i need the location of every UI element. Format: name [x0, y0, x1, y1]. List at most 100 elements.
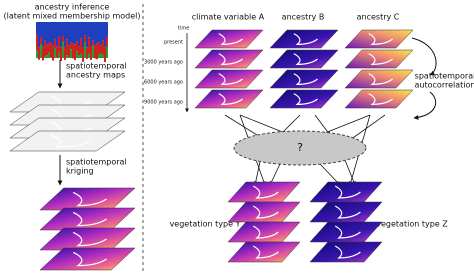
bar	[78, 55, 80, 58]
bar	[78, 22, 80, 47]
bar	[54, 39, 56, 48]
label: ancestry C	[357, 13, 400, 22]
bar	[100, 52, 102, 58]
bar	[80, 38, 82, 54]
bar	[62, 41, 64, 58]
bar	[86, 47, 88, 59]
bar	[52, 45, 54, 61]
bar	[66, 39, 68, 56]
bar	[100, 22, 102, 46]
bar	[98, 54, 100, 58]
label: ?	[297, 141, 303, 154]
bar	[42, 46, 44, 61]
bar	[88, 53, 90, 58]
bar	[46, 22, 48, 45]
bar	[68, 45, 70, 58]
land	[72, 251, 107, 267]
bar	[36, 50, 38, 58]
bar	[84, 35, 86, 43]
label: kriging	[66, 167, 94, 176]
bar	[58, 52, 60, 58]
bar	[104, 22, 106, 47]
map-layer	[39, 187, 136, 211]
land	[252, 205, 279, 219]
time-tick: 6000 years ago	[144, 80, 183, 86]
land	[50, 134, 91, 148]
bar	[60, 47, 62, 62]
bar	[92, 40, 94, 46]
land	[218, 53, 243, 66]
map-layer	[309, 241, 383, 263]
bar	[92, 45, 94, 58]
bar	[62, 35, 64, 42]
membership-plot	[36, 22, 108, 63]
bar	[80, 22, 82, 39]
land	[368, 53, 393, 66]
bar	[90, 22, 92, 47]
bar	[66, 22, 68, 40]
bar	[48, 52, 50, 58]
map-layer	[344, 49, 414, 69]
label: ancestry maps	[66, 71, 125, 80]
bar	[66, 55, 68, 58]
bar	[94, 22, 96, 45]
bar	[36, 34, 38, 51]
bar	[50, 22, 52, 43]
arrow	[253, 161, 261, 186]
map-layer	[269, 29, 339, 49]
bar	[56, 22, 58, 47]
bar	[64, 22, 66, 47]
bar	[76, 41, 78, 52]
bar	[54, 47, 56, 58]
bar	[90, 46, 92, 60]
land	[334, 205, 361, 219]
bar	[70, 41, 72, 50]
arrow	[319, 114, 371, 136]
bar	[50, 42, 52, 58]
map-layer	[227, 181, 301, 203]
arrow	[413, 91, 437, 120]
bar	[36, 22, 38, 35]
map-stack	[309, 181, 383, 263]
bar	[44, 40, 46, 57]
bar	[102, 22, 104, 41]
bar	[84, 22, 86, 36]
label: autocorrelation	[415, 81, 474, 90]
land	[218, 33, 243, 46]
bar	[80, 53, 82, 58]
arrow	[269, 163, 281, 186]
bar	[64, 46, 66, 60]
bar	[88, 22, 90, 38]
bar	[106, 46, 108, 58]
map-layer	[309, 201, 383, 223]
bar	[106, 22, 108, 37]
bar	[60, 22, 62, 48]
map-layer	[194, 69, 264, 89]
bar	[76, 51, 78, 58]
bar	[46, 44, 48, 56]
map-stack	[9, 91, 126, 152]
map-stack	[39, 187, 136, 271]
map-stack	[269, 29, 339, 109]
land	[368, 73, 393, 86]
land	[72, 191, 107, 207]
map-layer	[194, 29, 264, 49]
label: vegetation type Z	[376, 220, 448, 229]
bar	[72, 22, 74, 44]
map-stack	[194, 29, 264, 109]
bar	[38, 47, 40, 60]
land	[334, 185, 361, 199]
bar	[40, 22, 42, 38]
bar	[102, 54, 104, 58]
bar	[86, 22, 88, 48]
bar	[76, 22, 78, 42]
map-stack	[227, 181, 301, 263]
axis-label: time	[178, 26, 189, 32]
bar	[58, 36, 60, 53]
land	[72, 231, 107, 247]
bar	[68, 22, 70, 46]
land	[252, 185, 279, 199]
bar	[70, 49, 72, 58]
bar	[40, 44, 42, 58]
